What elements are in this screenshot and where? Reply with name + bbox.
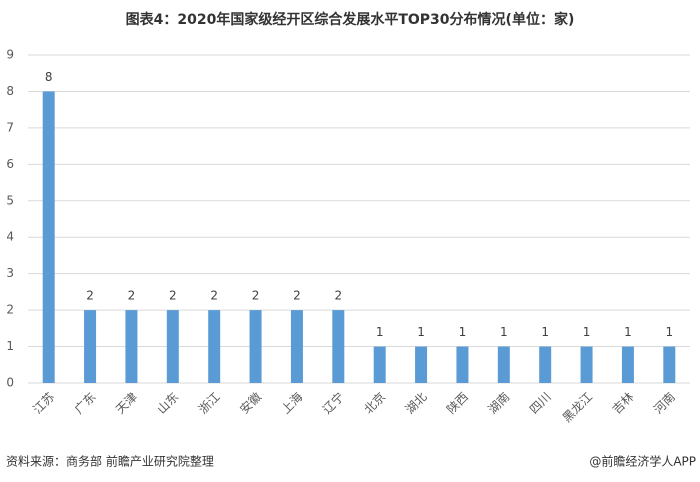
data-label: 2 <box>210 289 218 303</box>
credit: @前瞻经济学人APP <box>589 454 696 469</box>
data-label: 2 <box>128 289 136 303</box>
data-label: 1 <box>583 325 591 339</box>
data-label: 2 <box>334 289 342 303</box>
data-label: 1 <box>376 325 384 339</box>
bar <box>208 310 221 383</box>
x-tick-label: 吉林 <box>610 390 637 417</box>
source: 资料来源：商务部 前瞻产业研究院整理 <box>6 454 214 469</box>
data-label: 1 <box>665 325 673 339</box>
chart-title: 图表4：2020年国家级经开区综合发展水平TOP30分布情况(单位：家) <box>126 11 575 28</box>
y-tick-label: 2 <box>6 303 14 317</box>
bar <box>290 310 303 383</box>
bar <box>539 346 552 383</box>
bar <box>663 346 676 383</box>
x-tick-label: 上海 <box>278 389 306 417</box>
bar <box>84 310 97 383</box>
y-tick-label: 5 <box>6 193 14 207</box>
x-tick-label: 黑龙江 <box>560 390 595 425</box>
data-label: 1 <box>500 325 508 339</box>
data-label: 2 <box>293 289 301 303</box>
bar <box>456 346 469 383</box>
x-tick-label: 湖北 <box>402 389 430 417</box>
x-tick-label: 安徽 <box>237 389 265 417</box>
y-tick-label: 1 <box>6 339 14 353</box>
x-tick-label: 河南 <box>650 389 678 417</box>
y-tick-label: 4 <box>6 230 14 244</box>
bar <box>166 310 179 383</box>
bar <box>332 310 345 383</box>
bar <box>497 346 510 383</box>
y-tick-label: 3 <box>6 266 14 280</box>
data-label: 1 <box>459 325 467 339</box>
y-tick-label: 6 <box>6 157 14 171</box>
x-tick-label: 江苏 <box>30 390 57 417</box>
data-label: 1 <box>624 325 632 339</box>
bar <box>249 310 262 383</box>
bar <box>580 346 593 383</box>
y-tick-label: 7 <box>6 120 14 134</box>
x-tick-label: 湖南 <box>485 389 513 417</box>
y-tick-label: 9 <box>6 48 14 62</box>
data-label: 1 <box>541 325 549 339</box>
x-tick-label: 浙江 <box>196 390 223 417</box>
data-label: 1 <box>417 325 425 339</box>
x-tick-label: 北京 <box>361 390 388 417</box>
x-tick-label: 辽宁 <box>319 389 347 417</box>
data-label: 2 <box>252 289 260 303</box>
bar <box>415 346 428 383</box>
data-label: 2 <box>169 289 177 303</box>
data-label: 2 <box>86 289 94 303</box>
bar <box>125 310 138 383</box>
bar <box>373 346 386 383</box>
y-tick-label: 8 <box>6 84 14 98</box>
bar <box>621 346 634 383</box>
bar <box>42 91 55 383</box>
x-tick-label: 广东 <box>72 390 99 417</box>
x-tick-label: 天津 <box>113 390 140 417</box>
y-tick-label: 0 <box>6 376 14 390</box>
x-tick-label: 陕西 <box>443 389 471 417</box>
x-tick-label: 四川 <box>527 390 554 417</box>
x-tick-label: 山东 <box>155 390 182 417</box>
data-label: 8 <box>45 70 53 84</box>
